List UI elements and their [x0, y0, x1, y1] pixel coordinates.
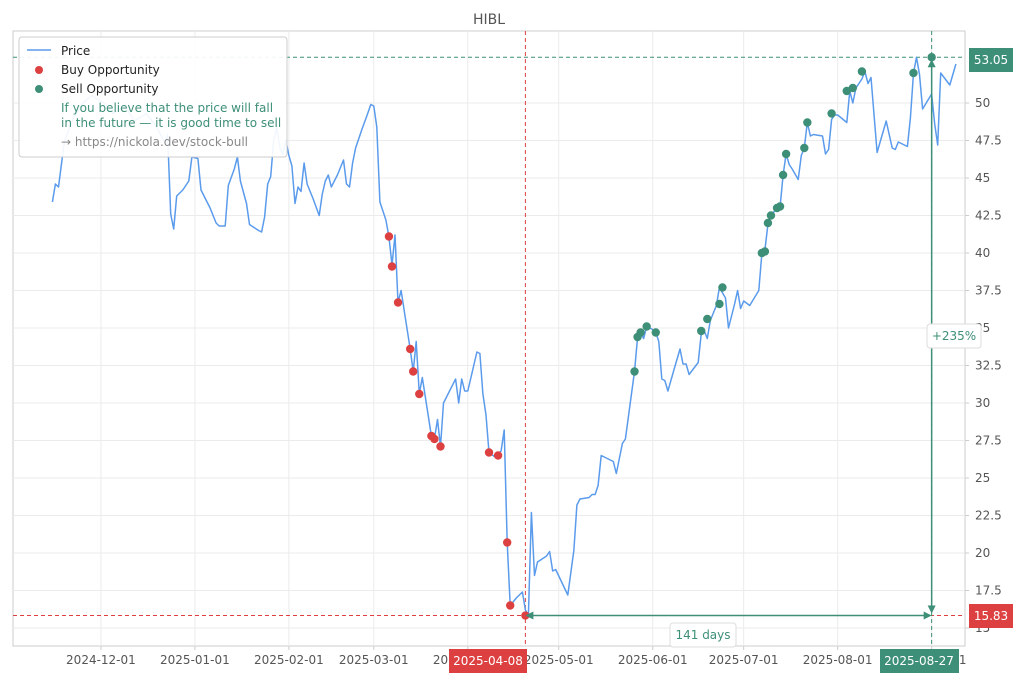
buy-marker: [430, 434, 439, 444]
y-tick-label: 27.5: [975, 434, 1002, 448]
x-tick-label: 2025-02-01: [254, 653, 324, 667]
sell-marker: [763, 218, 773, 228]
x-tick-label: 2024-12-01: [66, 653, 136, 667]
legend-note-line-1: If you believe that the price will fall: [61, 101, 273, 115]
sell-marker: [697, 326, 706, 336]
x-tick-label: 2025-05-01: [524, 653, 594, 667]
legend-sell-swatch: [35, 85, 43, 93]
days-label: 141 days: [675, 628, 730, 642]
buy-marker: [387, 262, 397, 271]
legend-link[interactable]: → https://nickola.dev/stock-bull: [61, 135, 248, 149]
low-value-flag-bg: [969, 604, 1013, 628]
buy-marker: [493, 451, 503, 460]
buy-marker: [409, 367, 418, 376]
sell-marker: [909, 68, 918, 78]
legend-box: [18, 36, 288, 158]
end-date-label: 2025-08-27: [884, 654, 954, 668]
chart-title: HIBL: [473, 12, 505, 28]
y-tick-label: 30: [975, 396, 990, 410]
y-tick-label: 42.5: [975, 209, 1002, 223]
y-tick-label: 50: [975, 96, 990, 110]
high-value-flag-bg: [969, 48, 1013, 72]
y-tick-label: 40: [975, 246, 990, 260]
legend-sell-label: Sell Opportunity: [61, 82, 159, 96]
markers-layer: [384, 53, 936, 620]
y-tick-label: 20: [975, 546, 990, 560]
y-tick-label: 37.5: [975, 284, 1002, 298]
y-tick-label: 32.5: [975, 359, 1002, 373]
x-tick-label: 2025-03-01: [339, 653, 409, 667]
buy-marker: [506, 601, 515, 610]
high-value-flag: 53.05: [969, 48, 1013, 72]
y-tick-label: 17.5: [975, 584, 1002, 598]
y-tick-label: 25: [975, 471, 990, 485]
x-tick-label: 2025-06-01: [618, 653, 688, 667]
x-tick-label: 2025-07-01: [709, 653, 779, 667]
sell-marker: [848, 83, 858, 93]
series-layer: [51, 56, 957, 617]
y-tick-label: 45: [975, 171, 990, 185]
buy-marker: [393, 298, 403, 307]
legend-buy-swatch: [35, 66, 43, 74]
change-arrow-head-up: [927, 59, 936, 68]
sell-marker: [651, 328, 660, 337]
x-tick-label: 2025-01-01: [160, 653, 230, 667]
legend: Price Buy Opportunity Sell Opportunity I…: [18, 36, 288, 158]
days-box-bg: [669, 622, 737, 648]
y-tick-label: 22.5: [975, 509, 1002, 523]
start-date-flag-bg: [449, 649, 527, 673]
start-date-flag: 2025-04-08: [449, 649, 527, 673]
buy-marker: [436, 442, 445, 451]
change-label: +235%: [932, 329, 976, 343]
high-value-label: 53.05: [974, 53, 1008, 67]
buy-marker: [415, 389, 424, 399]
sell-marker: [766, 211, 776, 220]
y-axis: 1517.52022.52527.53032.53537.54042.54547…: [965, 96, 1002, 635]
low-value-flag: 15.83: [969, 604, 1013, 628]
end-date-flag-bg: [880, 649, 959, 673]
sell-marker: [775, 202, 785, 211]
change-box-bg: [926, 323, 982, 349]
days-box: 141 days: [669, 622, 737, 648]
buy-marker: [405, 344, 415, 354]
buy-marker: [384, 232, 394, 241]
sell-marker: [630, 367, 639, 376]
sell-marker: [857, 67, 867, 76]
sell-marker: [715, 299, 724, 309]
buy-marker: [484, 448, 494, 457]
sell-marker: [642, 322, 651, 331]
change-arrow-head-down: [927, 605, 936, 614]
y-tick-label: 47.5: [975, 134, 1002, 148]
sell-marker: [636, 328, 645, 337]
buy-marker: [502, 538, 512, 547]
start-date-label: 2025-04-08: [453, 654, 523, 668]
legend-note-line-2: in the future — it is good time to sell: [61, 116, 281, 130]
duration-arrow-head-right: [923, 611, 932, 620]
sell-marker: [800, 143, 809, 153]
sell-marker: [718, 283, 727, 292]
legend-buy-label: Buy Opportunity: [61, 63, 160, 77]
low-value-label: 15.83: [974, 609, 1008, 623]
sell-marker: [760, 247, 770, 256]
sell-marker: [927, 53, 936, 62]
x-tick-label: 2025-08-01: [803, 653, 873, 667]
change-box: +235%: [926, 323, 982, 349]
sell-marker: [803, 118, 812, 127]
duration-arrow-head-left: [525, 611, 534, 620]
sell-marker: [703, 314, 712, 324]
legend-price-label: Price: [61, 44, 90, 58]
price-line: [51, 56, 957, 617]
sell-marker: [781, 149, 791, 159]
sell-marker: [778, 170, 788, 180]
end-date-flag: 2025-08-27: [880, 649, 959, 673]
sell-marker: [827, 109, 836, 118]
